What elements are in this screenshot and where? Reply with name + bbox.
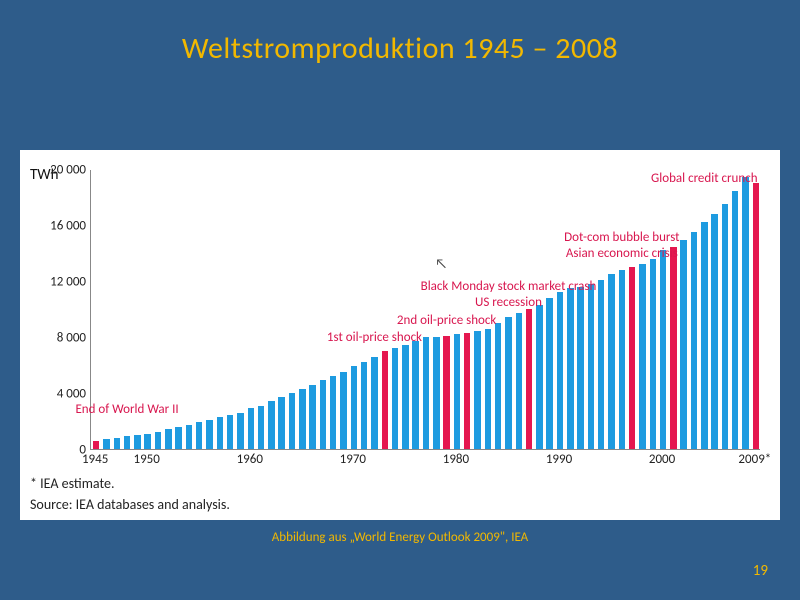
bar-1964 <box>289 393 295 449</box>
bar-1984 <box>495 323 501 449</box>
footnote-estimate: * IEA estimate. <box>30 475 115 492</box>
bar-1999 <box>650 259 656 449</box>
bar-1982 <box>474 331 480 449</box>
bar-1956 <box>206 420 212 449</box>
xtick-label: 1980 <box>443 452 469 467</box>
ytick-label: 12 000 <box>26 275 86 290</box>
bar-2007 <box>732 191 738 449</box>
bar-1952 <box>165 429 171 449</box>
bar-1981 <box>464 333 470 449</box>
bar-1957 <box>217 417 223 449</box>
bar-1960 <box>248 408 254 449</box>
bar-1990 <box>557 292 563 449</box>
annotation: Global credit crunch <box>651 171 757 187</box>
annotation: End of World War II <box>75 402 178 418</box>
bar-1968 <box>330 376 336 449</box>
bar-1988 <box>536 305 542 449</box>
bar-2000 <box>660 250 666 449</box>
ytick-label: 4 000 <box>26 387 86 402</box>
bar-1976 <box>412 341 418 449</box>
bar-1989 <box>546 298 552 449</box>
bar-1955 <box>196 422 202 449</box>
bar-1975 <box>402 345 408 449</box>
bar-1978 <box>433 337 439 449</box>
slide-title: Weltstromproduktion 1945 – 2008 <box>0 0 800 67</box>
xtick-label: 1950 <box>134 452 160 467</box>
xtick-label: 1945 <box>82 452 108 467</box>
bar-1961 <box>258 406 264 449</box>
bar-1951 <box>155 432 161 450</box>
bar-1996 <box>619 270 625 449</box>
xtick-label: 2000 <box>649 452 675 467</box>
bar-1983 <box>485 329 491 449</box>
ytick-label: 8 000 <box>26 331 86 346</box>
bar-1986 <box>516 313 522 449</box>
annotation: 2nd oil-price shock <box>397 313 496 329</box>
chart-panel: TWh End of World War II1st oil-price sho… <box>20 150 780 520</box>
bar-1998 <box>639 264 645 449</box>
bar-2005 <box>711 214 717 449</box>
xtick-label: 2009* <box>738 452 771 467</box>
cursor-icon: ↖ <box>435 255 447 272</box>
bar-1962 <box>268 401 274 449</box>
bar-2009 <box>753 183 759 449</box>
annotation: Black Monday stock market crashUS recess… <box>421 279 597 312</box>
xtick-label: 1970 <box>340 452 366 467</box>
bar-1972 <box>371 357 377 449</box>
bar-1980 <box>454 334 460 449</box>
bar-1997 <box>629 267 635 449</box>
bar-1966 <box>309 385 315 449</box>
page-number: 19 <box>753 562 768 580</box>
xtick-label: 1990 <box>546 452 572 467</box>
bar-1971 <box>361 362 367 449</box>
bar-1948 <box>124 436 130 449</box>
bar-1979 <box>443 336 449 449</box>
bar-1946 <box>103 439 109 449</box>
bar-1987 <box>526 309 532 449</box>
bar-1970 <box>351 366 357 449</box>
bar-1985 <box>505 317 511 449</box>
bar-1947 <box>114 438 120 449</box>
bar-1958 <box>227 415 233 449</box>
bar-2006 <box>722 204 728 449</box>
ytick-label: 0 <box>26 443 86 458</box>
bar-1945 <box>93 441 99 449</box>
bar-1977 <box>423 337 429 449</box>
bar-1974 <box>392 348 398 449</box>
bar-1967 <box>320 380 326 449</box>
bar-2003 <box>691 232 697 449</box>
bar-1963 <box>278 397 284 449</box>
bar-2001 <box>670 247 676 449</box>
bar-1959 <box>237 413 243 449</box>
annotation: 1st oil-price shock <box>327 330 422 346</box>
bar-1965 <box>299 389 305 449</box>
ytick-label: 20 000 <box>26 163 86 178</box>
bar-1995 <box>608 274 614 449</box>
bar-2008 <box>742 177 748 449</box>
bar-1994 <box>598 280 604 449</box>
ytick-label: 16 000 <box>26 219 86 234</box>
image-caption: Abbildung aus „World Energy Outlook 2009… <box>0 530 800 545</box>
bar-1969 <box>340 372 346 449</box>
bar-1950 <box>144 434 150 449</box>
bar-1949 <box>134 435 140 449</box>
bar-2004 <box>701 222 707 449</box>
bar-1991 <box>567 288 573 449</box>
bar-1954 <box>186 425 192 449</box>
chart-plot-area: End of World War II1st oil-price shock2n… <box>90 170 760 450</box>
bar-1973 <box>382 351 388 449</box>
bar-2002 <box>680 240 686 449</box>
bar-1953 <box>175 427 181 449</box>
footnote-source: Source: IEA databases and analysis. <box>30 496 230 513</box>
xtick-label: 1960 <box>237 452 263 467</box>
annotation: Dot-com bubble burstAsian economic crisi… <box>564 230 679 263</box>
